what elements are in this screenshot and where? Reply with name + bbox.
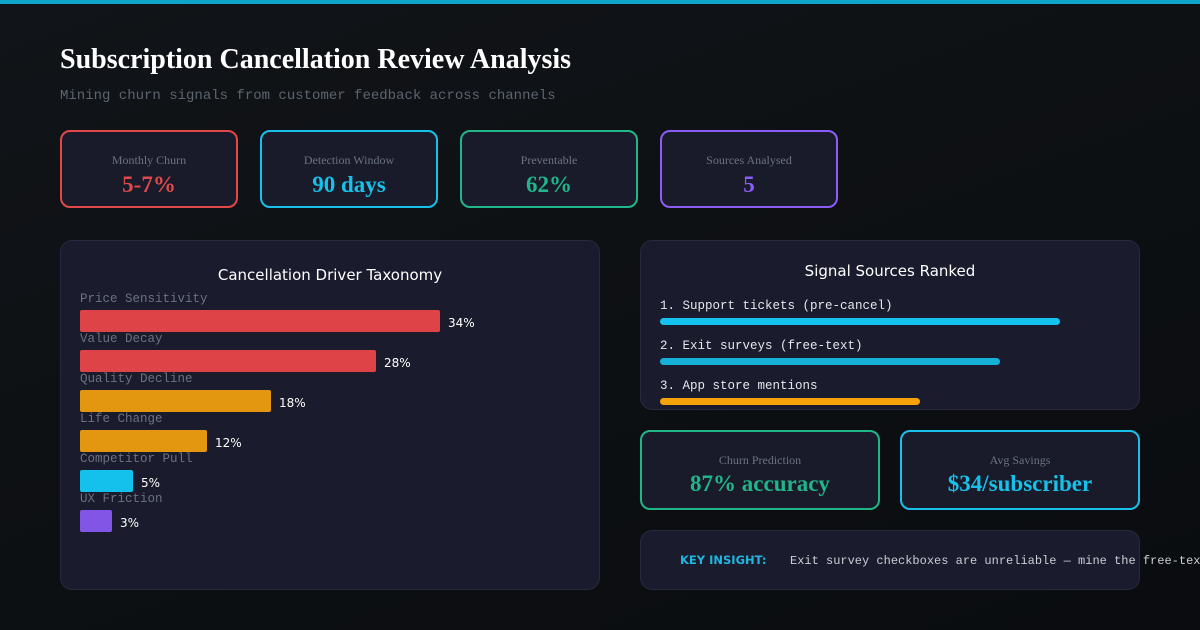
signal-source-bar	[660, 398, 920, 405]
driver-value-label: 3%	[120, 516, 140, 530]
driver-bar	[80, 350, 376, 372]
stat-value: 90 days	[312, 172, 386, 197]
page-subtitle: Mining churn signals from customer feedb…	[60, 88, 556, 104]
stat-card-monthly-churn: Monthly Churn 5-7%	[60, 130, 238, 208]
stat-label: Preventable	[520, 153, 578, 167]
stat-value: 5-7%	[122, 172, 176, 197]
stat-value: 62%	[526, 172, 572, 197]
top-accent-bar	[0, 0, 1200, 4]
signal-source-label: 1. Support tickets (pre-cancel)	[660, 299, 893, 313]
driver-label: Price Sensitivity	[80, 292, 208, 306]
signal-source-label: 3. App store mentions	[660, 379, 818, 393]
driver-value-label: 5%	[141, 476, 161, 490]
driver-value-label: 34%	[448, 316, 475, 330]
driver-label: Competitor Pull	[80, 452, 193, 466]
stat-label: Monthly Churn	[111, 153, 187, 167]
metric-card-avg-savings: Avg Savings $34/subscriber	[900, 430, 1140, 510]
stat-label: Detection Window	[303, 153, 395, 167]
driver-label: Value Decay	[80, 332, 163, 346]
stat-card-sources-analysed: Sources Analysed 5	[660, 130, 838, 208]
driver-value-label: 28%	[384, 356, 411, 370]
driver-panel-title: Cancellation Driver Taxonomy	[217, 266, 443, 284]
stat-card-preventable: Preventable 62%	[460, 130, 638, 208]
driver-bar	[80, 430, 207, 452]
stat-card-detection-window: Detection Window 90 days	[260, 130, 438, 208]
stat-value: 5	[743, 172, 755, 197]
metric-label: Avg Savings	[989, 453, 1051, 467]
signal-source-label: 2. Exit surveys (free-text)	[660, 339, 863, 353]
driver-value-label: 12%	[215, 436, 242, 450]
driver-value-label: 18%	[279, 396, 306, 410]
driver-taxonomy-panel: Cancellation Driver Taxonomy	[60, 240, 600, 590]
metric-label: Churn Prediction	[718, 453, 802, 467]
signal-source-bar	[660, 358, 1000, 365]
driver-bar	[80, 470, 133, 492]
sources-panel-title: Signal Sources Ranked	[804, 262, 976, 280]
key-insight-text: Exit survey checkboxes are unreliable — …	[790, 554, 1200, 568]
key-insight-label: KEY INSIGHT:	[680, 553, 767, 567]
metric-value: $34/subscriber	[947, 471, 1093, 496]
metric-card-churn-prediction: Churn Prediction 87% accuracy	[640, 430, 880, 510]
driver-label: Quality Decline	[80, 372, 193, 386]
metric-value: 87% accuracy	[690, 471, 830, 496]
driver-label: UX Friction	[80, 492, 163, 506]
page-title: Subscription Cancellation Review Analysi…	[60, 44, 572, 75]
stat-label: Sources Analysed	[706, 153, 792, 167]
key-insight-panel	[640, 530, 1140, 590]
driver-bar	[80, 310, 440, 332]
signal-source-bar	[660, 318, 1060, 325]
driver-bar	[80, 390, 271, 412]
driver-bar	[80, 510, 112, 532]
driver-label: Life Change	[80, 412, 163, 426]
signal-sources-panel: Signal Sources Ranked	[640, 240, 1140, 410]
